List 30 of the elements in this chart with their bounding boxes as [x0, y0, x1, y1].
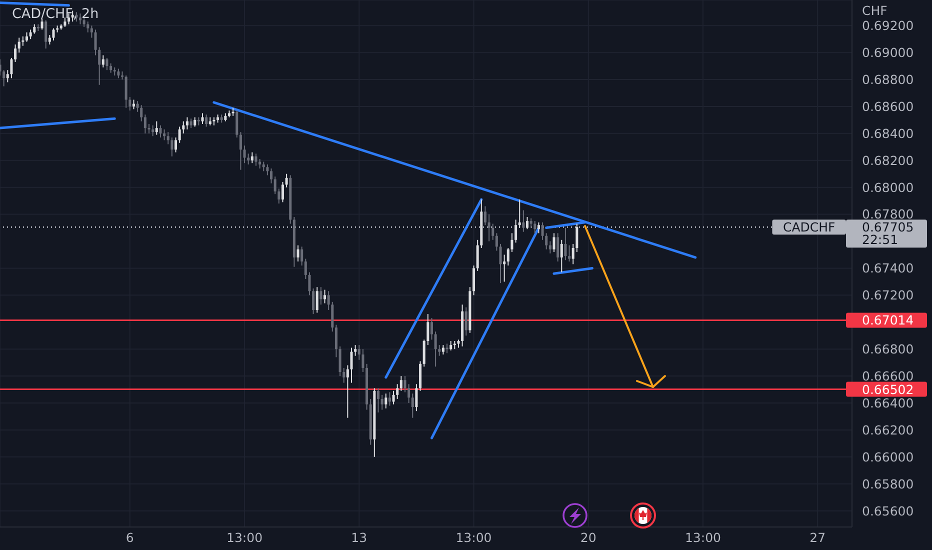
text: 22:51: [862, 232, 898, 248]
y-tick-label: 0.67400: [862, 260, 914, 276]
y-tick-label: 0.69000: [862, 45, 914, 60]
ref-line-label: 0.66502: [862, 382, 914, 397]
y-tick-label: 0.68400: [862, 126, 914, 141]
x-tick-label: 13:00: [684, 530, 722, 545]
annotation: CADCHF: [782, 220, 836, 235]
x-tick-label: 13:00: [456, 530, 492, 545]
x-tick-label: 20: [580, 530, 596, 545]
y-tick-label: 0.67200: [862, 288, 914, 303]
y-tick-label: 0.69200: [862, 18, 914, 34]
y-axis-title: CHF: [862, 3, 888, 18]
y-tick-label: 0.67800: [862, 206, 914, 222]
ref-line-label: 0.67705: [862, 220, 914, 235]
y-tick-label: 0.68200: [862, 152, 914, 168]
y-tick-label: 0.68800: [862, 72, 914, 87]
y-tick-label: 0.66400: [862, 395, 914, 410]
ref-line-label: 0.67014: [862, 312, 914, 328]
x-tick-label: 13: [351, 530, 368, 545]
y-tick-label: 0.66200: [862, 422, 914, 438]
y-tick-label: 0.68000: [862, 180, 914, 195]
y-tick-label: 0.66800: [862, 342, 914, 357]
y-tick-label: 0.65600: [862, 503, 914, 518]
x-tick-label: 27: [810, 530, 826, 545]
y-tick-label: 0.66000: [862, 449, 914, 464]
y-tick-label: 0.66600: [862, 368, 914, 384]
y-tick-label: 0.65800: [862, 476, 914, 492]
y-tick-label: 0.68600: [862, 98, 914, 114]
x-tick-label: 13:00: [226, 530, 263, 545]
x-tick-label: 6: [126, 530, 134, 545]
